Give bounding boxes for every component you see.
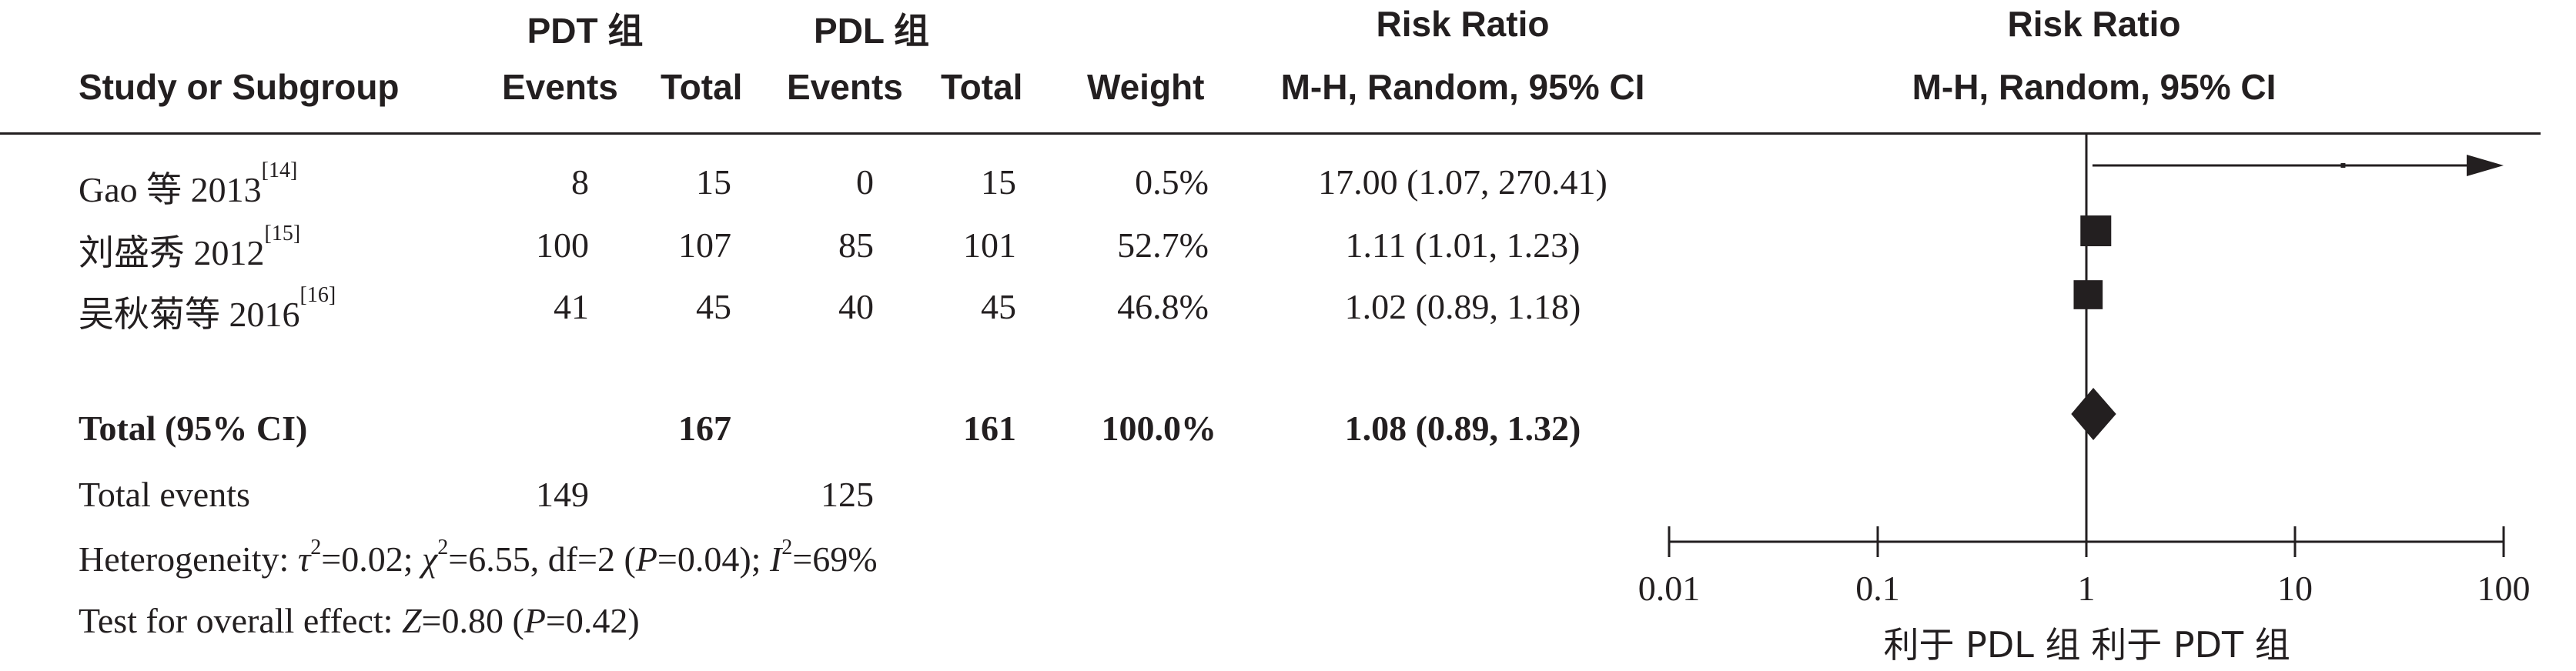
weight-cell: 0.5% [1135,162,1209,202]
tick-label: 0.1 [1855,569,1900,608]
total-events-label: Total events [79,475,250,514]
study-name: 吴秋菊等 2016[16] [79,283,336,334]
total1-cell: 107 [678,225,731,265]
total1-cell: 15 [696,162,731,202]
total2-cell: 101 [963,225,1016,265]
study-column-header: Study or Subgroup [79,67,400,107]
total-ci: 1.08 (0.89, 1.32) [1344,409,1581,448]
ci-cell: 1.02 (0.89, 1.18) [1344,287,1581,326]
header-divider [0,132,2541,135]
study-marker [2080,215,2112,246]
favours-left-label: 利于 PDL 组 [1883,624,2080,666]
tick-label: 0.01 [1638,569,1701,608]
events2-cell: 85 [838,225,874,265]
total1-cell: 45 [696,287,731,326]
plot-method-header: M-H, Random, 95% CI [1912,67,2277,107]
study-name: 刘盛秀 2012[15] [79,222,301,272]
study-name: Gao 等 2013[14] [79,159,298,209]
tick-label: 10 [2277,569,2313,608]
weight-cell: 46.8% [1117,287,1209,326]
study-marker [2340,163,2346,168]
total-weight: 100.0% [1101,409,1217,448]
study-marker [2073,280,2103,309]
events1-header: Events [502,67,618,107]
total2-header: Total [941,67,1023,107]
plot-risk-ratio-header: Risk Ratio [2007,4,2181,44]
ci-cell: 1.11 (1.01, 1.23) [1345,225,1581,265]
total-label: Total (95% CI) [79,409,308,448]
tick-label: 100 [2477,569,2531,608]
method-header: M-H, Random, 95% CI [1280,67,1645,107]
events2-cell: 40 [838,287,874,326]
heterogeneity-stats: Heterogeneity: τ2=0.02; χ2=6.55, df=2 (P… [79,536,878,579]
pooled-diamond [2071,388,2116,440]
weight-cell: 52.7% [1117,225,1209,265]
events2-header: Events [787,67,903,107]
total1-sum: 167 [678,409,731,448]
total-events2: 125 [821,475,874,514]
weight-header: Weight [1087,67,1205,107]
ci-cell: 17.00 (1.07, 270.41) [1318,162,1607,202]
ci-arrow [2467,155,2504,176]
total1-header: Total [661,67,743,107]
favours-right-label: 利于 PDT 组 [2091,624,2290,666]
events2-cell: 0 [856,162,874,202]
events1-cell: 8 [571,162,589,202]
risk-ratio-header: Risk Ratio [1376,4,1550,44]
total2-cell: 15 [981,162,1016,202]
group2-header: PDL 组 [814,11,929,51]
total2-sum: 161 [963,409,1016,448]
overall-effect-test: Test for overall effect: Z=0.80 (P=0.42) [79,601,640,640]
tick-label: 1 [2078,569,2096,608]
total2-cell: 45 [981,287,1016,326]
events1-cell: 41 [554,287,589,326]
events1-cell: 100 [536,225,589,265]
group1-header: PDT 组 [527,11,644,51]
total-events1: 149 [536,475,589,514]
